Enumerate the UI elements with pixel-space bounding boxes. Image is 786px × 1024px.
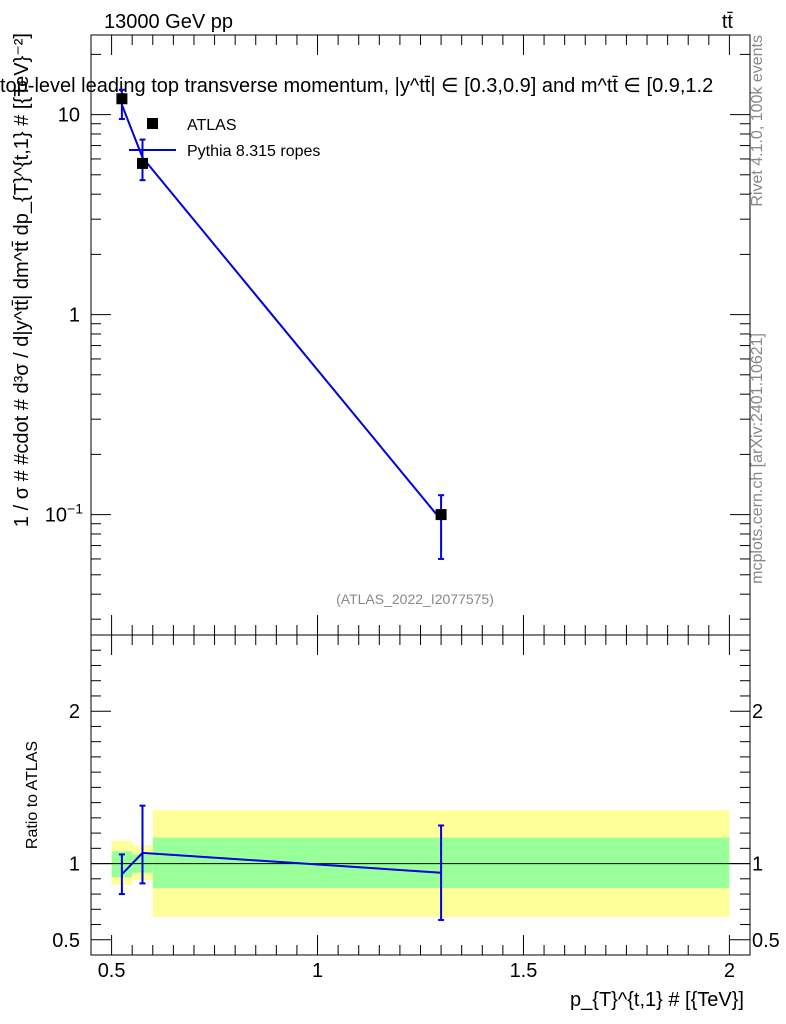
main-y-tick-label: 1 — [69, 305, 80, 327]
x-tick-label: 1 — [312, 960, 323, 982]
analysis-tag: (ATLAS_2022_I2077575) — [336, 591, 494, 607]
x-tick-label: 0.5 — [98, 960, 126, 982]
ratio-y-axis-label: Ratio to ATLAS — [24, 741, 41, 849]
rivet-label: Rivet 4.1.0, 100k events — [749, 35, 766, 207]
main-y-axis-label: 1 / σ # #cdot # d³σ / d|y^tt̄| dm^tt̄ dp… — [11, 33, 33, 527]
process-label: tt̄ — [722, 11, 734, 33]
data-point — [435, 509, 447, 521]
main-panel-background — [91, 35, 750, 635]
ratio-y-tick-label-right: 1 — [752, 854, 763, 876]
ratio-y-tick-label: 2 — [69, 701, 80, 723]
data-point — [116, 93, 128, 105]
ratio-y-tick-label: 1 — [69, 854, 80, 876]
ratio-y-tick-label: 0.5 — [52, 930, 80, 952]
main-y-tick-label: 10−1 — [45, 501, 83, 527]
ratio-y-tick-label-right: 0.5 — [752, 930, 780, 952]
ratio-y-tick-label-right: 2 — [752, 701, 763, 723]
mcplots-label: mcplots.cern.ch [arXiv:2401.10621] — [749, 333, 766, 584]
legend-mc-label: Pythia 8.315 ropes — [187, 143, 320, 160]
ratio-panel-frame — [90, 634, 751, 956]
legend-atlas-marker — [147, 118, 158, 129]
x-tick-label: 2 — [724, 960, 735, 982]
energy-label: 13000 GeV pp — [104, 11, 233, 33]
data-point — [136, 157, 148, 169]
main-y-tick-label: 10 — [58, 105, 80, 127]
plot-title: top-level leading top transverse momentu… — [0, 75, 713, 97]
legend-atlas-label: ATLAS — [187, 117, 237, 134]
x-axis-label: p_{T}^{t,1} # [{TeV}] — [570, 989, 744, 1011]
x-tick-label: 1.5 — [510, 960, 538, 982]
